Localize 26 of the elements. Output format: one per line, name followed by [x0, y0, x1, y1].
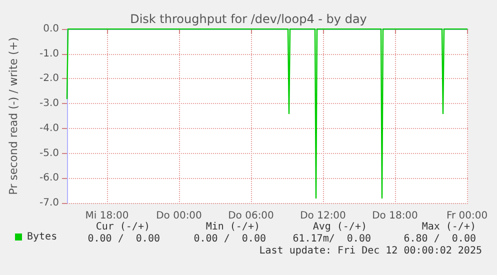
text: Min (-/+)	[206, 222, 260, 232]
text: 0.00 / 0.00	[194, 234, 266, 244]
y-tick-label: -6.0	[39, 172, 59, 184]
y-axis-title: Pr second read (-) / write (+)	[7, 37, 20, 195]
x-tick-label: Do 06:00	[228, 210, 274, 222]
x-tick-label: Do 00:00	[156, 210, 202, 222]
y-tick-label: -1.0	[39, 48, 59, 60]
text: Cur (-/+)	[96, 222, 150, 232]
y-tick-label: -3.0	[39, 98, 59, 110]
x-tick-label: Fr 00:00	[446, 210, 488, 222]
text: 6.80 / 0.00	[404, 234, 476, 244]
x-tick-label: Mi 18:00	[85, 210, 129, 222]
y-tick-label: -7.0	[39, 198, 59, 208]
text: 0.00 / 0.00	[88, 234, 160, 244]
y-tick-label: -4.0	[39, 122, 59, 134]
legend-label: Bytes	[27, 232, 58, 242]
text: Avg (-/+)	[312, 222, 367, 232]
x-tick-label: Do 18:00	[372, 210, 418, 222]
text: Last update: Fri Dec 12 00:00:02 2025	[259, 246, 482, 256]
chart-title: Disk throughput for /dev/loop4 - by day	[130, 12, 367, 26]
y-tick-label: -2.0	[39, 73, 59, 84]
y-tick-label: 0.0	[43, 24, 59, 34]
x-tick-label: Do 12:00	[300, 210, 346, 222]
text: 61.17m/ 0.00	[292, 234, 371, 244]
text: Max (-/+)	[422, 222, 476, 232]
y-tick-label: -5.0	[39, 148, 59, 159]
